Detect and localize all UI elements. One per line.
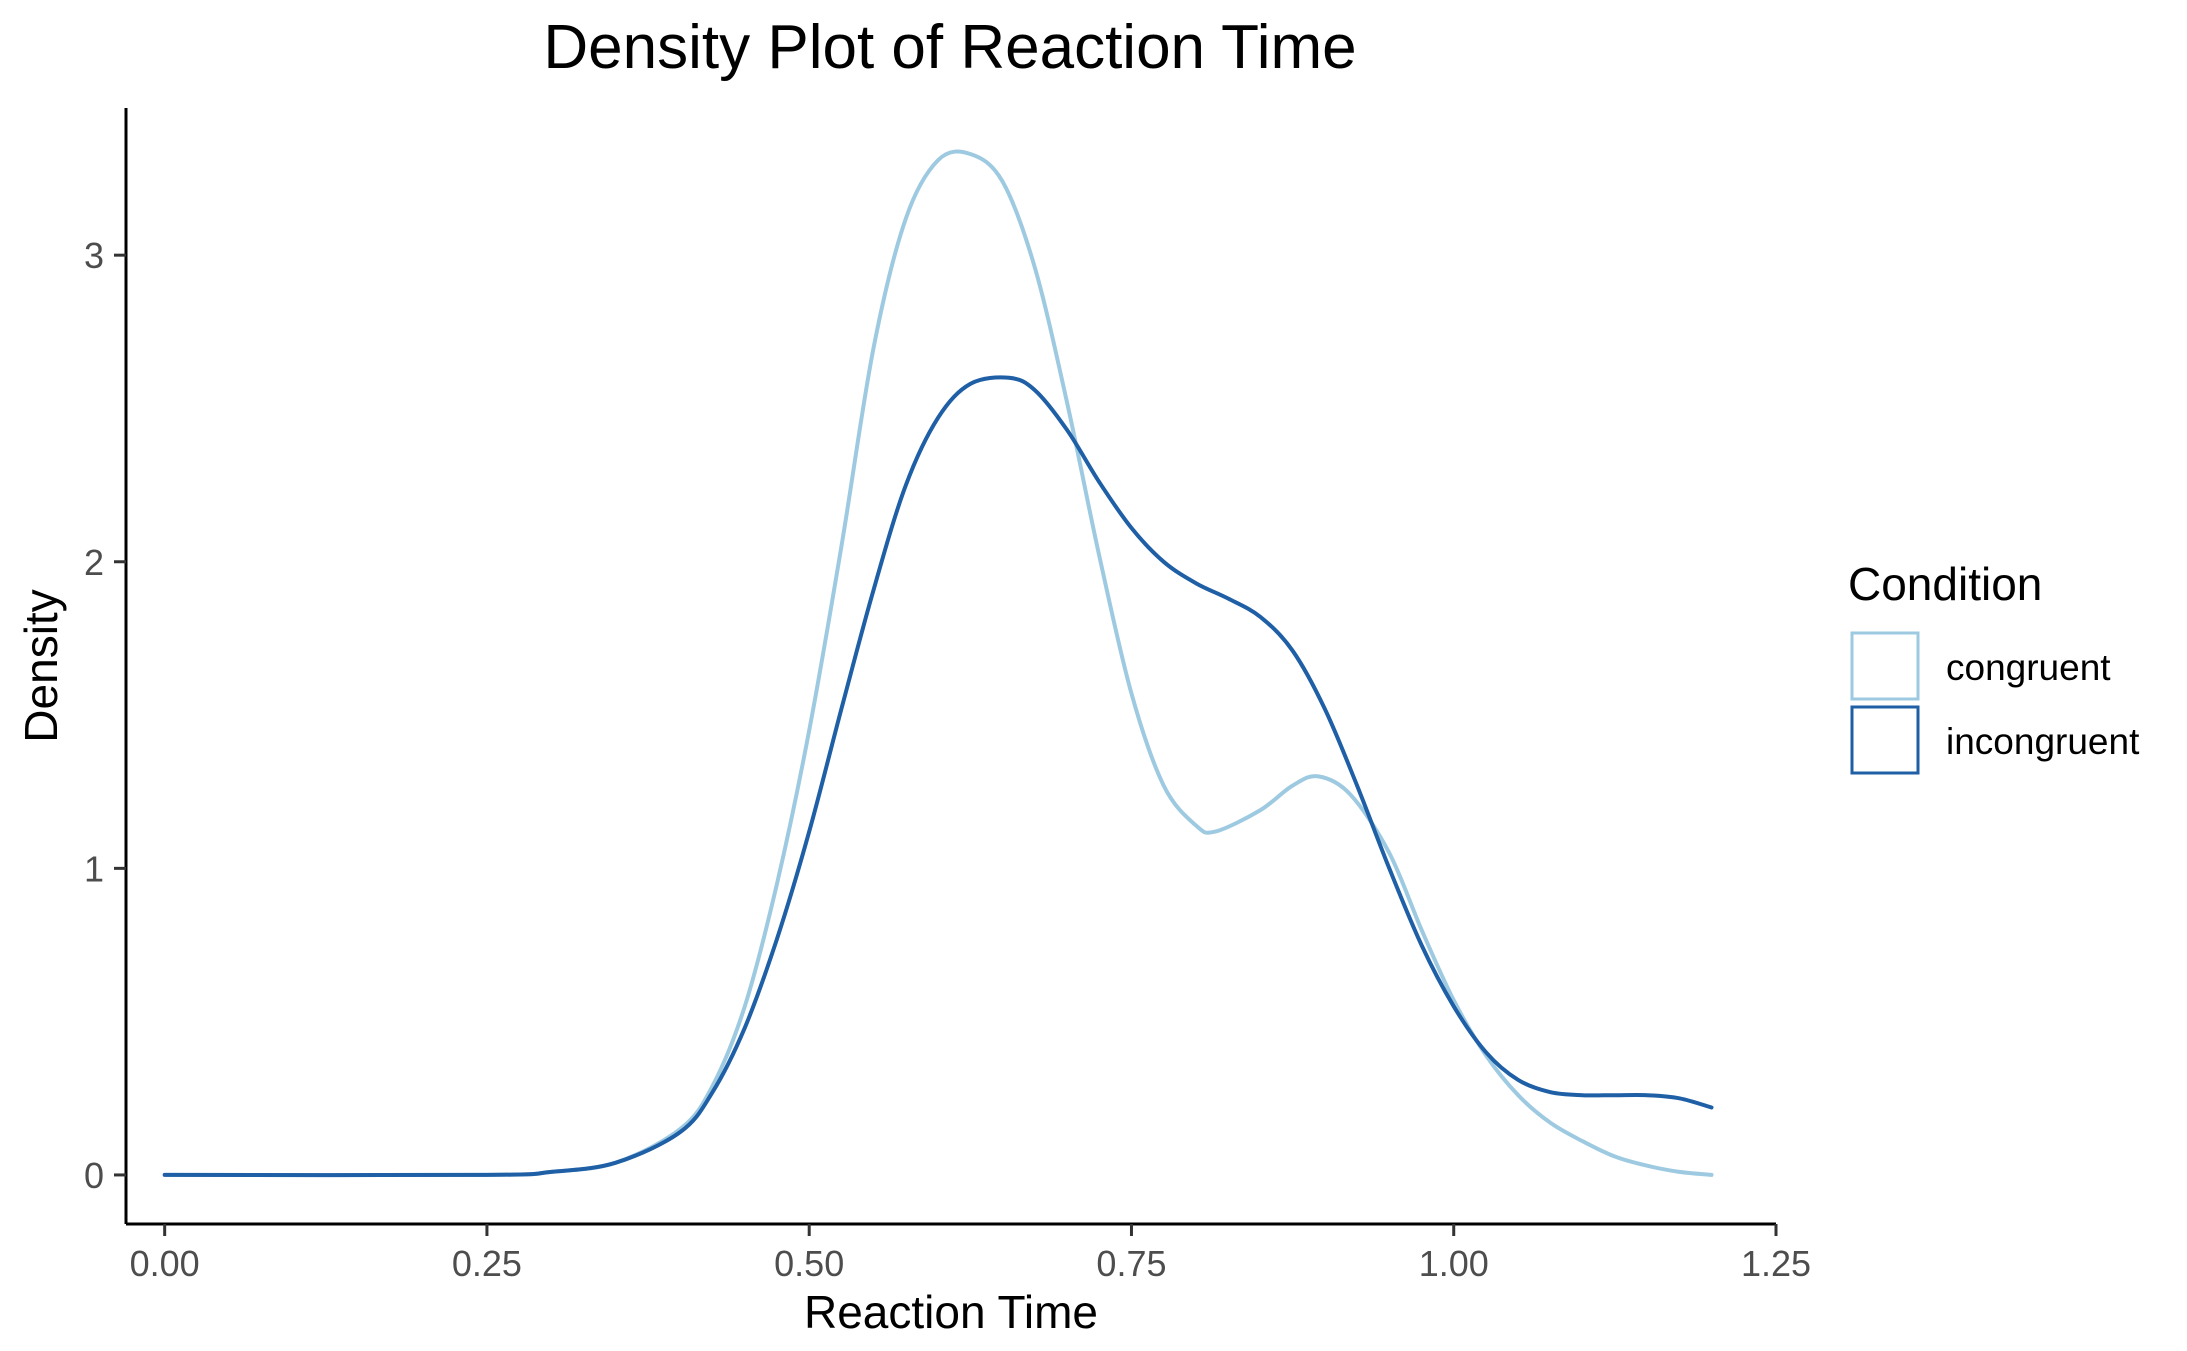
series-line-congruent [162,149,1714,1178]
legend-key-incongruent [1850,705,1920,775]
y-ticks: 0 1 2 3 [84,235,126,1196]
y-axis-title: Density [15,589,67,742]
series-line-incongruent [162,375,1714,1178]
legend-key-congruent [1850,631,1920,701]
y-tick-label: 2 [84,542,104,583]
x-axis-title: Reaction Time [804,1286,1098,1338]
y-tick-label: 3 [84,235,104,276]
x-ticks: 0.00 0.25 0.50 0.75 1.00 1.25 [130,1224,1811,1284]
x-tick-label: 1.25 [1741,1243,1811,1284]
y-tick-label: 0 [84,1155,104,1196]
chart-title: Density Plot of Reaction Time [543,13,1356,82]
x-tick-label: 0.00 [130,1243,200,1284]
legend: Condition congruent incongruent [1848,558,2140,775]
series-layer [162,149,1714,1178]
x-tick-label: 0.25 [452,1243,522,1284]
legend-label-congruent: congruent [1946,647,2111,688]
x-tick-label: 0.50 [774,1243,844,1284]
x-tick-label: 1.00 [1419,1243,1489,1284]
legend-title: Condition [1848,558,2042,610]
plot-area: 0.00 0.25 0.50 0.75 1.00 1.25 0 1 2 3 [84,108,1811,1284]
y-tick-label: 1 [84,848,104,889]
legend-label-incongruent: incongruent [1946,721,2140,762]
x-tick-label: 0.75 [1096,1243,1166,1284]
